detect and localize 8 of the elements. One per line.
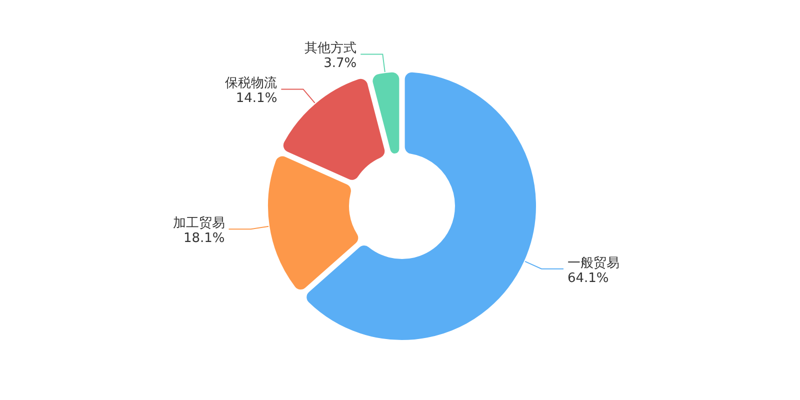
slice-label: 加工贸易	[172, 216, 225, 232]
slice-label: 一般贸易	[567, 256, 620, 271]
data-label: 14.1%	[236, 91, 278, 106]
slice-label: 保税物流	[225, 75, 278, 92]
slice-label: 其他方式	[304, 40, 357, 56]
data-label: 64.1%	[567, 270, 609, 286]
data-label: 18.1%	[183, 231, 225, 246]
data-label: 3.7%	[324, 56, 357, 72]
